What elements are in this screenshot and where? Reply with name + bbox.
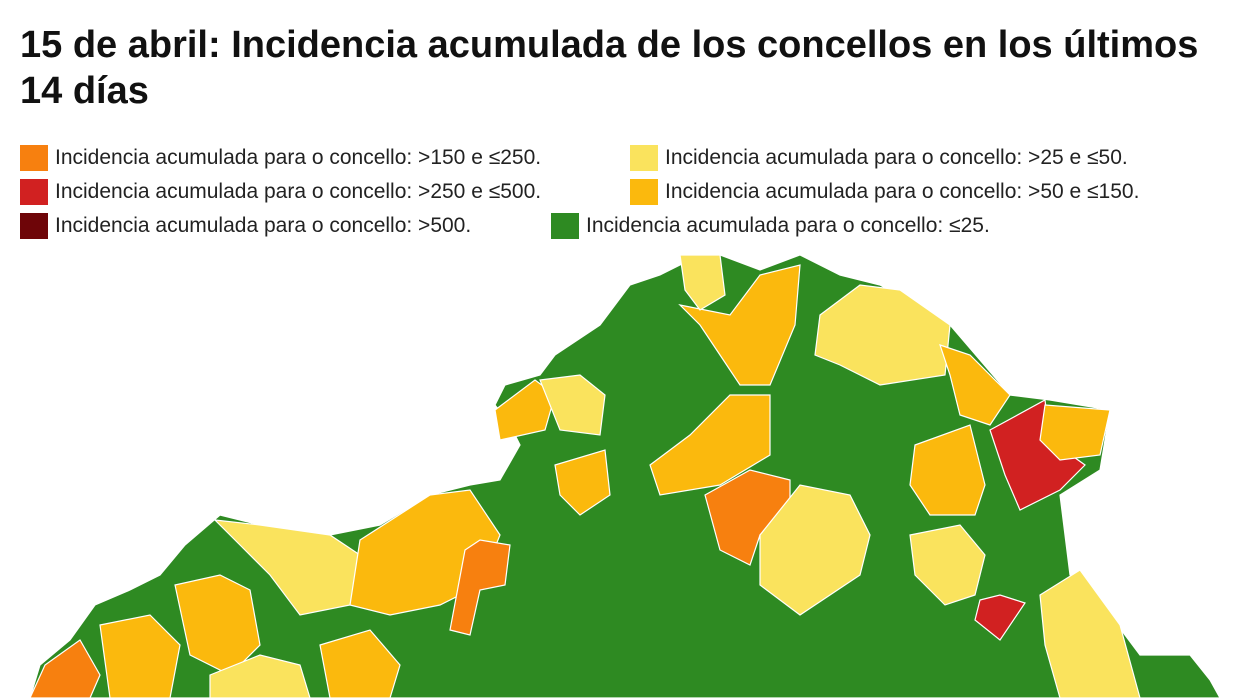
region-amber [554,449,611,516]
legend-item-150-250: Incidencia acumulada para o concello: >1… [20,145,541,171]
legend-label: Incidencia acumulada para o concello: >2… [665,146,1128,169]
legend-swatch [551,213,579,239]
legend-swatch [630,179,658,205]
map-title: 15 de abril: Incidencia acumulada de los… [20,24,1199,112]
region-orange [29,639,101,698]
region-yellow [759,484,871,616]
region-amber [939,344,1011,426]
region-yellow [679,254,726,311]
region-amber [494,379,556,441]
region-amber [99,614,181,698]
legend-item-250-500: Incidencia acumulada para o concello: >2… [20,179,541,205]
legend-label: Incidencia acumulada para o concello: >5… [665,180,1140,203]
legend-label: Incidencia acumulada para o concello: >5… [55,214,472,237]
region-yellow [209,654,311,698]
legend-label: Incidencia acumulada para o concello: ≤2… [586,214,990,237]
legend-label: Incidencia acumulada para o concello: >2… [55,180,542,203]
region-amber [319,629,401,698]
legend-label: Incidencia acumulada para o concello: >1… [55,146,542,169]
legend-swatch [20,179,48,205]
legend-item-50-150: Incidencia acumulada para o concello: >5… [630,179,1139,205]
region-orange [449,539,511,636]
region-amber [1039,404,1111,461]
legend-item-over-500: Incidencia acumulada para o concello: >5… [20,213,471,239]
legend-swatch [630,145,658,171]
region-amber [678,264,801,386]
legend-item-25-50: Incidencia acumulada para o concello: >2… [630,145,1128,171]
municipality-map [29,254,1221,698]
region-red [974,594,1026,641]
region-amber [909,424,986,516]
legend-swatch [20,213,48,239]
region-yellow [1039,569,1141,698]
region-amber [649,394,771,496]
region-amber [174,574,261,676]
region-yellow [909,524,986,606]
legend-swatch [20,145,48,171]
legend-item-under-25: Incidencia acumulada para o concello: ≤2… [551,213,990,239]
region-yellow [814,284,951,386]
region-yellow [539,374,606,436]
